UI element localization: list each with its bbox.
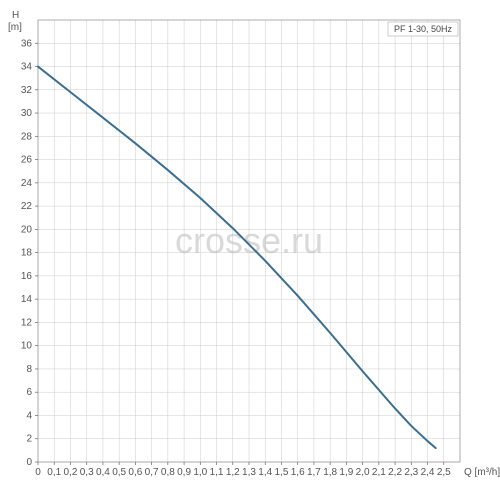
y-tick-label: 4	[26, 410, 32, 421]
x-tick-label: 2,2	[388, 467, 402, 478]
y-tick-label: 2	[26, 434, 32, 445]
y-tick-label: 8	[26, 364, 32, 375]
y-tick-label: 28	[21, 131, 33, 142]
x-tick-label: 2,3	[404, 467, 418, 478]
x-tick-label: 1,0	[193, 467, 207, 478]
y-tick-label: 20	[21, 224, 33, 235]
x-tick-label: 1,8	[323, 467, 337, 478]
y-tick-label: 14	[21, 294, 33, 305]
x-tick-label: 0,7	[145, 467, 159, 478]
pump-curve-chart: crosse.ru 0 0,10,20,30,40,50,60,70,80,91,0…	[0, 0, 500, 500]
x-tick-label: 0,1	[47, 467, 61, 478]
x-tick-label: 0,4	[96, 467, 110, 478]
x-tick-label: 0,6	[128, 467, 142, 478]
y-tick-label: 16	[21, 271, 33, 282]
x-tick-label: 1,2	[226, 467, 240, 478]
y-tick-label: 34	[21, 62, 33, 73]
y-axis-title-2: [m]	[8, 22, 22, 33]
x-tick-label: 2,1	[372, 467, 386, 478]
y-tick-label: 12	[21, 317, 33, 328]
x-tick-label: 0,9	[177, 467, 191, 478]
x-tick-label: 0,5	[112, 467, 126, 478]
x-tick-label: 0	[35, 467, 41, 478]
x-tick-label: 2,0	[356, 467, 370, 478]
x-tick-label: 1,3	[242, 467, 256, 478]
y-tick-label: 36	[21, 38, 33, 49]
y-tick-label: 26	[21, 155, 33, 166]
y-tick-label: 10	[21, 341, 33, 352]
chart-svg: crosse.ru 0 0,10,20,30,40,50,60,70,80,91,0…	[0, 0, 500, 500]
y-tick-label: 6	[26, 387, 32, 398]
x-tick-label: 0,2	[64, 467, 78, 478]
y-tick-label: 24	[21, 178, 33, 189]
x-tick-label: 2,4	[421, 467, 435, 478]
x-axis-title: Q [m³/h]	[464, 467, 500, 478]
y-axis-title-1: H	[12, 10, 19, 21]
x-tick-label: 2,5	[437, 467, 451, 478]
y-tick-label: 0	[26, 457, 32, 468]
y-tick-label: 30	[21, 108, 33, 119]
x-tick-label: 1,1	[210, 467, 224, 478]
x-tick-label: 1,4	[258, 467, 272, 478]
x-tick-label: 0,3	[80, 467, 94, 478]
x-tick-label: 0,8	[161, 467, 175, 478]
legend-label: PF 1-30, 50Hz	[394, 24, 453, 34]
y-tick-label: 32	[21, 85, 33, 96]
x-tick-label: 1,6	[291, 467, 305, 478]
x-tick-label: 1,5	[275, 467, 289, 478]
y-tick-label: 22	[21, 201, 33, 212]
watermark-text: crosse.ru	[175, 220, 323, 261]
x-tick-label: 1,9	[339, 467, 353, 478]
x-tick-label: 1,7	[307, 467, 321, 478]
y-tick-label: 18	[21, 248, 33, 259]
